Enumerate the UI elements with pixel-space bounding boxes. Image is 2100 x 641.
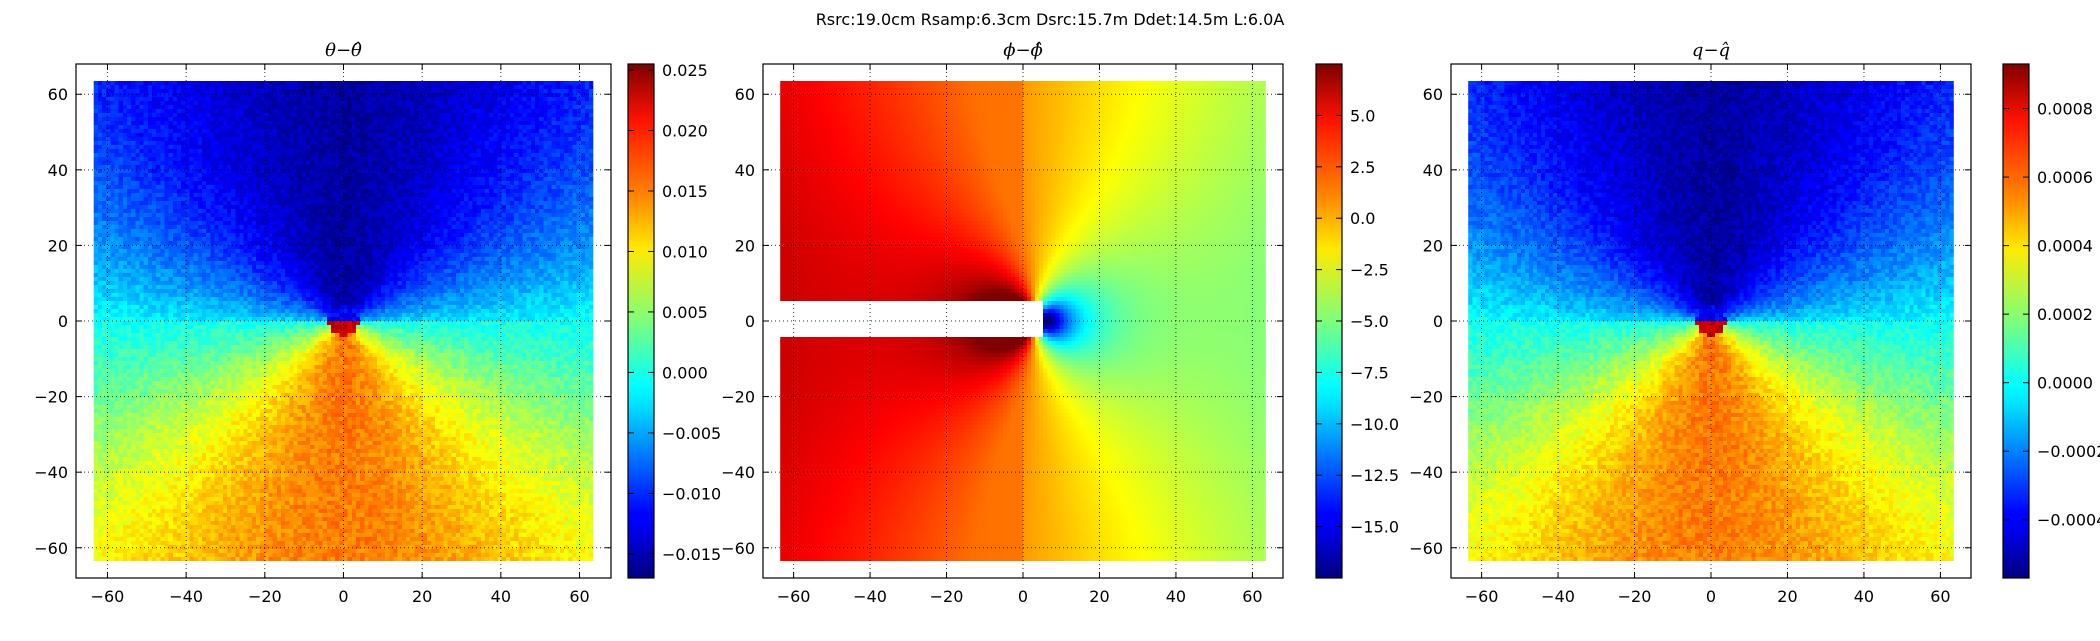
y-tick-label: 0: [58, 312, 68, 331]
colorbar-tick-label: 0.0: [1350, 209, 1375, 228]
y-tick-label: 60: [1423, 85, 1443, 104]
y-tick-label: 20: [48, 236, 68, 255]
colorbar-tick-label: −0.015: [662, 545, 721, 564]
x-tick-label: 40: [1166, 587, 1186, 606]
colorbar-tick-label: −0.005: [662, 424, 721, 443]
y-tick-label: −60: [721, 539, 755, 558]
colorbar-tick-label: −10.0: [1350, 415, 1399, 434]
y-tick-label: 40: [735, 161, 755, 180]
x-tick-label: −60: [91, 587, 125, 606]
x-tick-label: −20: [930, 587, 964, 606]
x-tick-label: −40: [169, 587, 203, 606]
x-tick-label: 40: [491, 587, 511, 606]
y-tick-label: 60: [735, 85, 755, 104]
panel-theta: −60 −40 −20 0 20 40 60 −60 −40 −20 0 20 40 60 θ−θ̂ −0.0…: [34, 40, 721, 606]
y-tick-label: −40: [34, 463, 68, 482]
colorbar-tick-label: −0.0004: [2037, 511, 2100, 530]
figure-suptitle: Rsrc:19.0cm Rsamp:6.3cm Dsrc:15.7m Ddet:…: [815, 10, 1285, 29]
x-tick-label: −40: [1541, 587, 1575, 606]
y-tick-label: −20: [721, 388, 755, 407]
y-tick-label: 40: [1423, 161, 1443, 180]
y-tick-label: 0: [1433, 312, 1443, 331]
y-tick-label: 20: [735, 236, 755, 255]
x-tick-label: 60: [569, 587, 589, 606]
y-tick-label: −60: [34, 539, 68, 558]
x-tick-label: 0: [338, 587, 348, 606]
x-tick-label: 0: [1706, 587, 1716, 606]
y-tick-label: −60: [1409, 539, 1443, 558]
colorbar-tick-label: 5.0: [1350, 106, 1375, 125]
panel-q: −60 −40 −20 0 20 40 60 −60 −40 −20 0 20 40 60 q−q̂ −0.0…: [1409, 40, 2100, 606]
x-tick-label: 60: [1930, 587, 1950, 606]
x-tick-label: 40: [1854, 587, 1874, 606]
colorbar-tick-label: 0.0008: [2037, 100, 2093, 119]
x-tick-label: 60: [1242, 587, 1262, 606]
x-tick-label: 20: [1089, 587, 1109, 606]
colorbar-tick-label: −15.0: [1350, 518, 1399, 537]
colorbar-tick-label: 0.0000: [2037, 374, 2093, 393]
colorbar-tick-label: 0.010: [662, 242, 708, 261]
x-tick-label: −60: [777, 587, 811, 606]
panel-title: q−q̂: [1692, 40, 1730, 61]
x-tick-label: 0: [1018, 587, 1028, 606]
colorbar-tick-label: 0.025: [662, 61, 708, 80]
x-tick-label: −20: [248, 587, 282, 606]
y-tick-label: 0: [745, 312, 755, 331]
colorbar-tick-label: 0.0002: [2037, 305, 2093, 324]
y-tick-label: −40: [721, 463, 755, 482]
x-tick-label: −20: [1618, 587, 1652, 606]
colorbar-tick-label: −7.5: [1350, 363, 1389, 382]
colorbar-tick-label: 0.020: [662, 122, 708, 141]
colorbar-tick-label: 0.0004: [2037, 237, 2093, 256]
x-tick-label: −60: [1465, 587, 1499, 606]
colorbar-tick-label: 0.0006: [2037, 168, 2093, 187]
colorbar: [2002, 63, 2030, 579]
panel-title: θ−θ̂: [325, 40, 362, 61]
colorbar-tick-label: −5.0: [1350, 312, 1389, 331]
x-tick-label: 20: [412, 587, 432, 606]
panel-title: ϕ−ϕ̂: [1003, 40, 1043, 61]
colorbar-tick-label: 0.005: [662, 303, 708, 322]
colorbar: [627, 63, 655, 579]
y-tick-label: 60: [48, 85, 68, 104]
y-tick-label: −20: [34, 388, 68, 407]
colorbar-tick-label: 2.5: [1350, 158, 1375, 177]
colorbar-tick-label: −12.5: [1350, 466, 1399, 485]
y-tick-label: −20: [1409, 388, 1443, 407]
colorbar-tick-label: 0.015: [662, 182, 708, 201]
y-tick-label: 40: [48, 161, 68, 180]
colorbar-tick-label: −0.010: [662, 484, 721, 503]
colorbar-tick-label: −0.0002: [2037, 442, 2100, 461]
y-tick-label: 20: [1423, 236, 1443, 255]
colorbar-tick-label: 0.000: [662, 363, 708, 382]
x-tick-label: 20: [1777, 587, 1797, 606]
panel-phi: −60 −40 −20 0 20 40 60 −60 −40 −20 0 20 40 60 ϕ−ϕ̂ −15.…: [721, 40, 1399, 606]
y-tick-label: −40: [1409, 463, 1443, 482]
colorbar-tick-label: −2.5: [1350, 261, 1389, 280]
x-tick-label: −40: [853, 587, 887, 606]
